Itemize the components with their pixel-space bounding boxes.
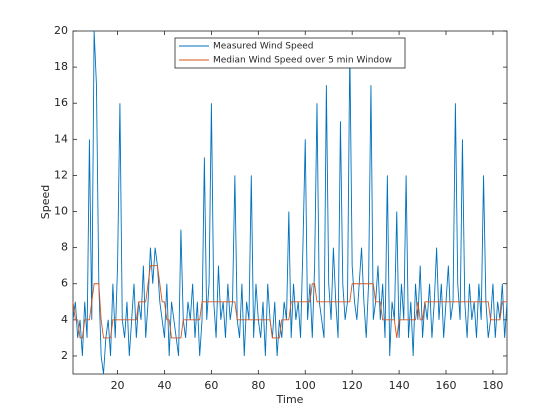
x-axis-label: Time — [276, 393, 304, 406]
series-line — [72, 265, 507, 339]
y-axis-label: Speed — [39, 185, 52, 219]
x-tick-label: 80 — [251, 379, 265, 392]
x-tick-label: 160 — [436, 379, 457, 392]
y-tick-label: 4 — [61, 313, 68, 326]
x-tick-label: 120 — [342, 379, 363, 392]
y-tick-label: 14 — [54, 132, 68, 145]
legend-label: Median Wind Speed over 5 min Window — [213, 56, 392, 66]
y-tick-label: 8 — [61, 241, 68, 254]
y-tick-label: 18 — [54, 60, 68, 73]
y-tick-label: 20 — [54, 24, 68, 37]
legend-box — [174, 37, 406, 69]
series-line — [72, 30, 508, 375]
y-tick-label: 16 — [54, 96, 68, 109]
x-tick-label: 40 — [157, 379, 171, 392]
x-tick-label: 180 — [482, 379, 503, 392]
y-tick-label: 12 — [54, 168, 68, 181]
x-tick-label: 140 — [389, 379, 410, 392]
x-tick-label: 60 — [204, 379, 218, 392]
plot-area — [72, 30, 508, 375]
x-tick-label: 20 — [111, 379, 125, 392]
legend-label: Measured Wind Speed — [213, 42, 314, 52]
y-tick-label: 2 — [61, 349, 68, 362]
y-tick-label: 6 — [61, 277, 68, 290]
x-tick-label: 100 — [295, 379, 316, 392]
y-tick-label: 10 — [54, 205, 68, 218]
